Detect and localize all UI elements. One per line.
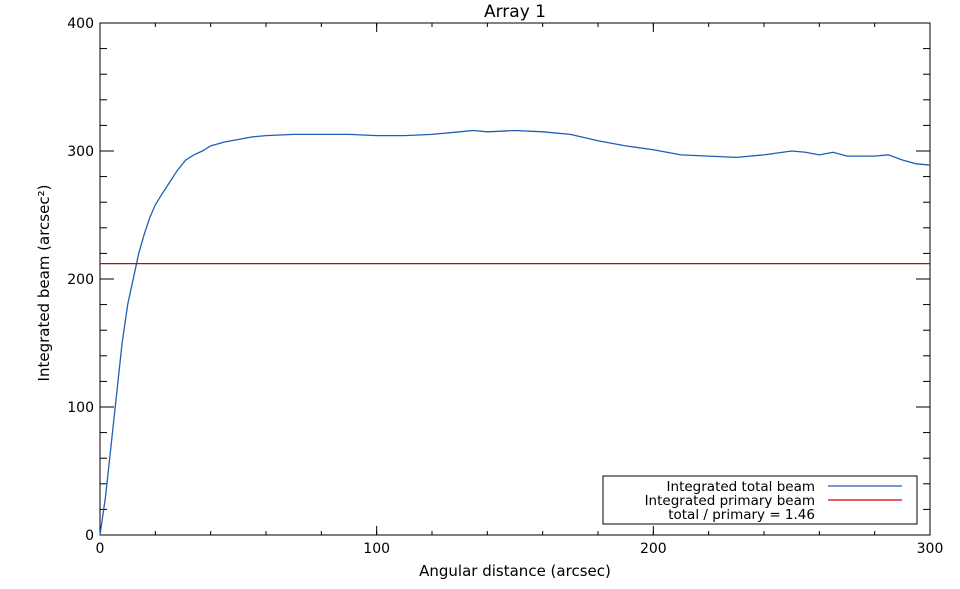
x-tick-label: 200 <box>640 541 667 557</box>
y-tick-labels: 0 100 200 300 400 <box>67 16 94 544</box>
series-line-total-beam <box>99 129 931 536</box>
x-tick-labels: 0 100 200 300 <box>96 541 944 557</box>
x-axis-label: Angular distance (arcsec) <box>419 562 611 580</box>
y-tick-label: 100 <box>67 400 94 416</box>
axis-ticks <box>99 22 931 536</box>
y-tick-label: 300 <box>67 144 94 160</box>
y-axis-label: Integrated beam (arcsec²) <box>35 185 53 382</box>
y-tick-label: 200 <box>67 272 94 288</box>
legend-label-total: Integrated total beam <box>667 479 815 495</box>
legend: Integrated total beam Integrated primary… <box>602 475 918 525</box>
y-tick-label: 0 <box>85 528 94 544</box>
x-tick-label: 0 <box>96 541 105 557</box>
chart-title: Array 1 <box>484 2 546 22</box>
x-tick-label: 300 <box>917 541 944 557</box>
plot-frame <box>99 22 931 536</box>
legend-ratio-annotation: total / primary = 1.46 <box>668 507 815 523</box>
series-layer <box>99 129 931 536</box>
x-tick-label: 100 <box>363 541 390 557</box>
legend-label-primary: Integrated primary beam <box>645 493 815 509</box>
y-tick-label: 400 <box>67 16 94 32</box>
